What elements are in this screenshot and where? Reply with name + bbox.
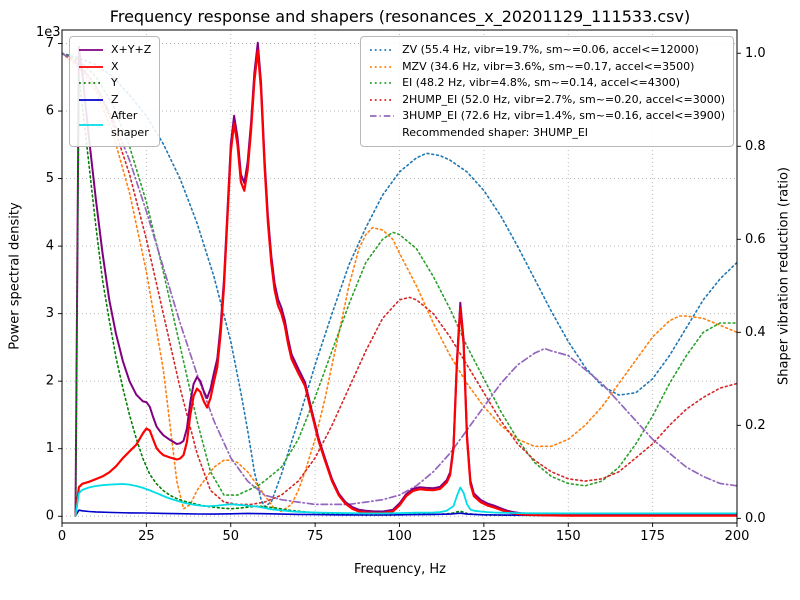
x-tick-label: 200 [725,529,750,544]
legend-label: Recommended shaper: 3HUMP_EI [402,125,589,139]
left-y-tick-label: 5 [46,171,54,186]
x-axis-label: Frequency, Hz [353,562,447,577]
legend-line-sample [370,49,395,52]
legend-item: Y [78,75,151,92]
right-y-tick-label: 0.8 [745,139,766,154]
legend-line-sample [79,98,103,101]
legend-item: After shaper [78,108,151,141]
chart-title: Frequency response and shapers (resonanc… [109,7,691,26]
legend-label: ZV (55.4 Hz, vibr=19.7%, sm~=0.06, accel… [402,43,699,56]
x-tick-label: 50 [222,529,239,544]
right-y-tick-label: 0.0 [745,511,766,526]
series-after-shaper [74,483,737,517]
legend-item: X+Y+Z [78,42,151,59]
legend-line-sample [79,65,103,68]
left-y-tick-label: 1 [46,441,54,456]
legend-shapers: ZV (55.4 Hz, vibr=19.7%, sm~=0.06, accel… [360,36,734,147]
grid [61,30,738,523]
x-tick-label: 0 [58,529,66,544]
left-y-tick-label: 0 [46,509,54,524]
right-y-tick-label: 0.6 [745,232,766,247]
legend-item: 2HUMP_EI (52.0 Hz, vibr=2.7%, sm~=0.20, … [369,92,725,109]
x-tick-label: 100 [387,529,412,544]
legend-line-sample [370,98,395,101]
legend-line-sample [370,65,395,68]
x-tick-label: 175 [640,529,665,544]
right-y-tick-label: 1.0 [745,46,766,61]
legend-item: X [78,59,151,76]
x-tick-label: 75 [307,529,324,544]
series-x [74,49,737,517]
legend-label: After shaper [111,109,149,139]
tick-labels: 0 25 50 75 100 125 150 175 200 0 1 2 3 4 5 6 7 0.0 0.2 0.4 0… [46,36,766,544]
legend-line-sample [79,123,103,126]
legend-item: ZV (55.4 Hz, vibr=19.7%, sm~=0.06, accel… [369,42,725,59]
legend-label: EI (48.2 Hz, vibr=4.8%, sm~=0.14, accel<… [402,76,681,89]
legend-label: MZV (34.6 Hz, vibr=3.6%, sm~=0.17, accel… [402,59,695,73]
x-tick-label: 150 [556,529,581,544]
legend-line-sample [370,82,395,85]
series-2hump_ei [62,52,737,506]
left-y-tick-label: 6 [46,104,54,119]
legend-label: X+Y+Z [111,43,152,56]
left-y-tick-label: 4 [46,239,54,254]
legend-label: 2HUMP_EI (52.0 Hz, vibr=2.7%, sm~=0.20, … [402,92,725,106]
legend-item: Z [78,92,151,109]
legend-line-sample [79,82,103,85]
x-tick-label: 125 [471,529,496,544]
legend-item: 3HUMP_EI (72.6 Hz, vibr=1.4%, sm~=0.16, … [369,108,725,125]
series-ei [62,52,737,496]
left-y-tick-label: 2 [46,374,54,389]
right-y-tick-label: 0.2 [745,418,766,433]
left-y-tick-label: 3 [46,306,54,321]
x-tick-label: 25 [138,529,155,544]
legend-item: Recommended shaper: 3HUMP_EI [369,125,725,142]
series-mzv [62,52,737,513]
right-y-tick-label: 0.4 [745,325,766,340]
legend-line-sample [370,115,395,118]
legend-label: X [111,59,119,73]
legend-item: MZV (34.6 Hz, vibr=3.6%, sm~=0.17, accel… [369,59,725,76]
left-y-tick-label: 7 [46,36,54,51]
series-zv [62,52,737,508]
y-axis-offset-label: 1e3 [36,25,61,40]
legend-label: Y [111,76,118,89]
legend-item: EI (48.2 Hz, vibr=4.8%, sm~=0.14, accel<… [369,75,725,92]
legend-spacer [369,127,395,139]
legend-psd: X+Y+Z X Y Z After shaper [69,36,161,147]
legend-label: Z [111,92,119,106]
legend-label: 3HUMP_EI (72.6 Hz, vibr=1.4%, sm~=0.16, … [402,109,725,122]
tick-marks [58,43,741,527]
legend-line-sample [79,49,103,52]
series-3hump_ei [62,52,737,506]
